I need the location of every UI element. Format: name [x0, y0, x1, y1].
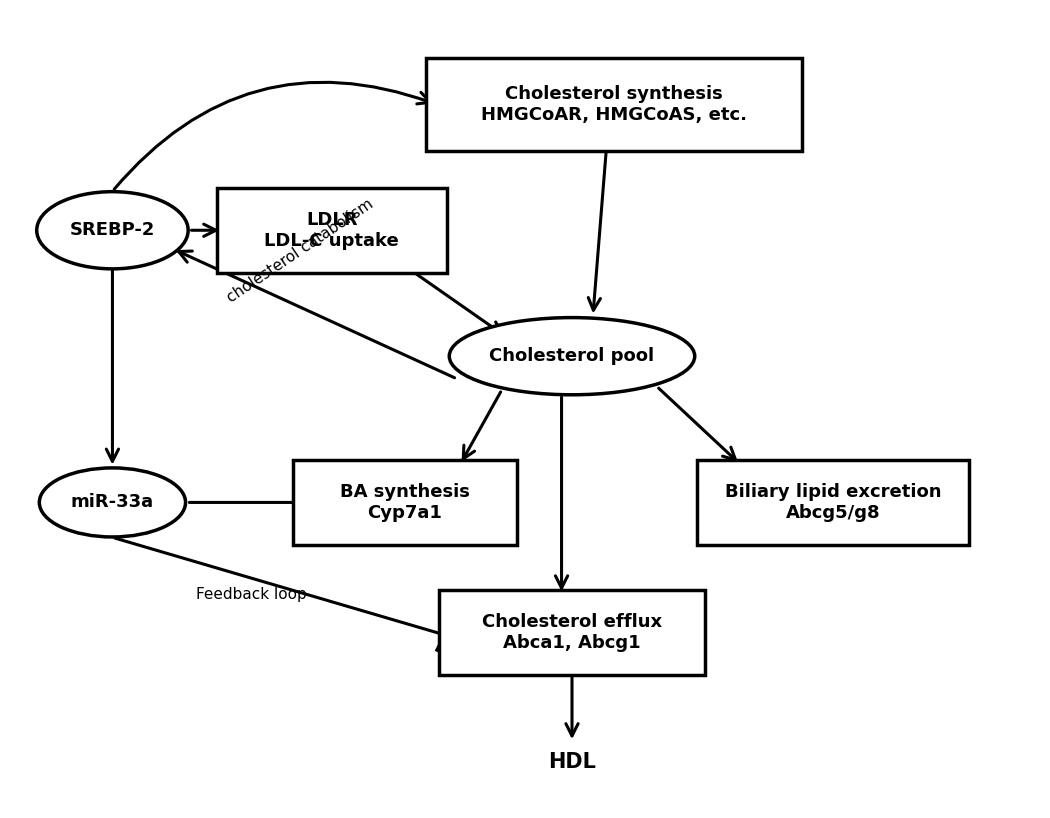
Ellipse shape — [449, 317, 695, 395]
Text: Biliary lipid excretion
Abcg5/g8: Biliary lipid excretion Abcg5/g8 — [724, 483, 942, 522]
Text: cholesterol catabolism: cholesterol catabolism — [225, 196, 376, 305]
FancyBboxPatch shape — [217, 187, 446, 273]
FancyBboxPatch shape — [439, 590, 706, 675]
FancyBboxPatch shape — [293, 460, 518, 545]
Ellipse shape — [39, 468, 186, 537]
FancyBboxPatch shape — [426, 57, 802, 151]
Text: BA synthesis
Cyp7a1: BA synthesis Cyp7a1 — [340, 483, 469, 522]
Text: LDLR
LDL-C uptake: LDLR LDL-C uptake — [265, 211, 399, 249]
Text: Feedback loop: Feedback loop — [196, 587, 307, 602]
Ellipse shape — [37, 191, 188, 269]
Text: SREBP-2: SREBP-2 — [69, 221, 155, 239]
FancyBboxPatch shape — [697, 460, 969, 545]
Text: HDL: HDL — [548, 753, 596, 772]
Text: miR-33a: miR-33a — [71, 493, 154, 511]
Text: Cholesterol efflux
Abca1, Abcg1: Cholesterol efflux Abca1, Abcg1 — [482, 613, 663, 652]
Text: Cholesterol synthesis
HMGCoAR, HMGCoAS, etc.: Cholesterol synthesis HMGCoAR, HMGCoAS, … — [481, 85, 747, 124]
Text: Cholesterol pool: Cholesterol pool — [489, 347, 654, 365]
